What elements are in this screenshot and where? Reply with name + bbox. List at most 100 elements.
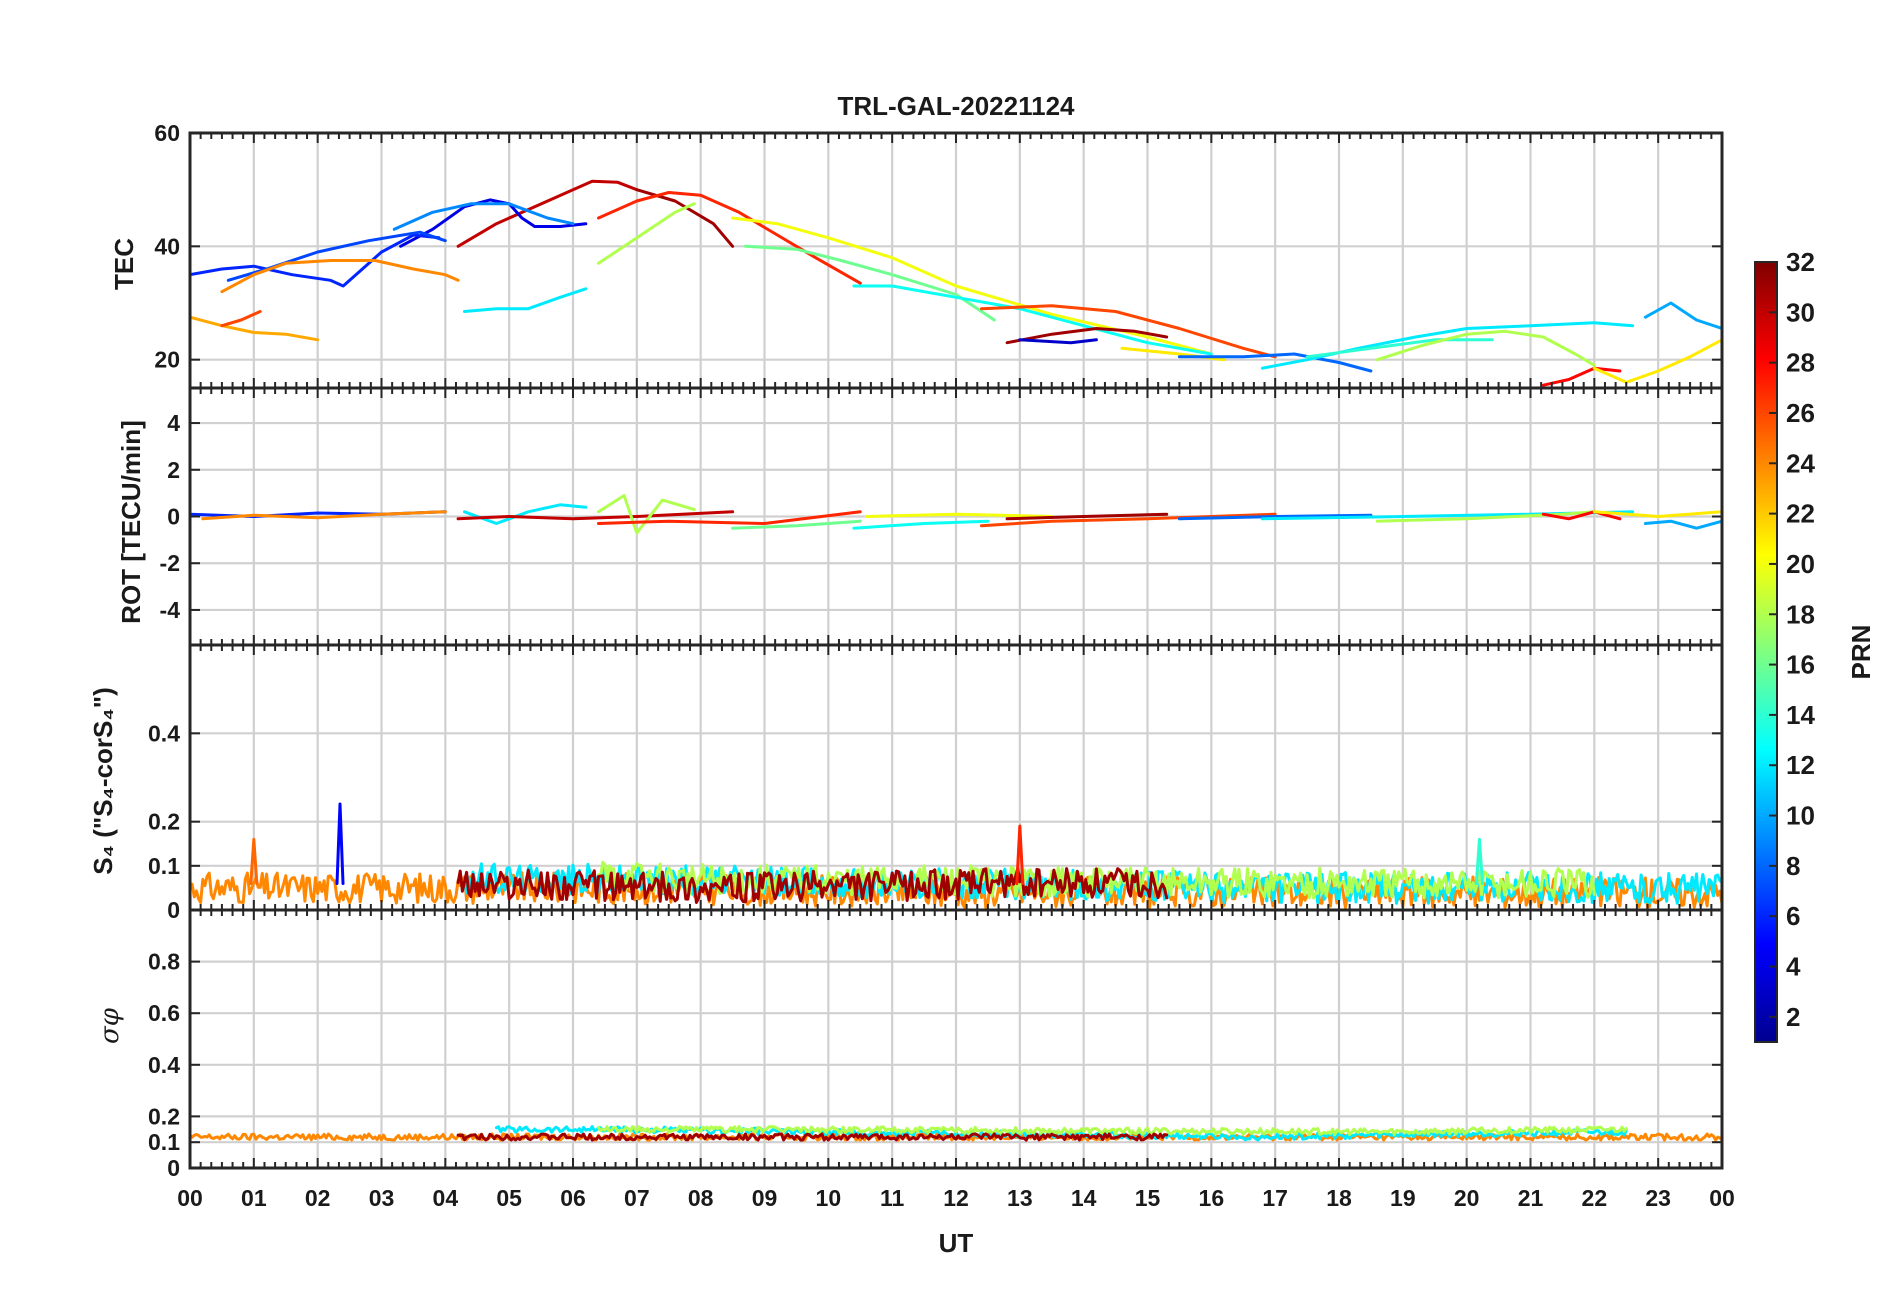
prn-trace bbox=[1375, 510, 1596, 523]
tec-panel: 20 40 60 bbox=[154, 120, 1724, 390]
y-tick-label: 2 bbox=[167, 457, 180, 483]
colorbar-tick-label: 6 bbox=[1786, 901, 1800, 931]
rot-panel: -4 -2 0 2 4 bbox=[160, 386, 1724, 647]
prn-trace bbox=[597, 860, 1596, 900]
x-tick-label: 08 bbox=[688, 1185, 714, 1211]
prn-trace bbox=[1260, 321, 1635, 370]
x-tick-label: 00 bbox=[1709, 1185, 1735, 1211]
prn-trace bbox=[597, 494, 696, 535]
x-tick-label: 03 bbox=[369, 1185, 395, 1211]
prn-trace bbox=[456, 510, 735, 521]
y-tick-label: 0.4 bbox=[148, 1052, 180, 1078]
colorbar-tick-label: 12 bbox=[1786, 750, 1815, 780]
colorbar-tick-label: 24 bbox=[1786, 448, 1815, 478]
colorbar-tick-label: 10 bbox=[1786, 801, 1815, 831]
prn-trace bbox=[1592, 510, 1722, 518]
tec-ylabel: TEC bbox=[109, 238, 139, 290]
y-tick-label: 0.4 bbox=[148, 720, 180, 746]
colorbar-tick-label: 32 bbox=[1786, 247, 1815, 277]
y-tick-label: -4 bbox=[160, 597, 181, 623]
x-tick-label: 14 bbox=[1071, 1185, 1097, 1211]
x-tick-label: 18 bbox=[1326, 1185, 1352, 1211]
y-tick-label: 60 bbox=[154, 120, 180, 146]
x-tick-label: 20 bbox=[1454, 1185, 1480, 1211]
x-tick-label: 23 bbox=[1645, 1185, 1671, 1211]
y-tick-label: 20 bbox=[154, 347, 180, 373]
y-tick-label: 0.1 bbox=[148, 853, 180, 879]
trace-group bbox=[190, 179, 1722, 387]
prn-trace bbox=[456, 867, 1169, 904]
y-tick-label: 0 bbox=[167, 504, 180, 530]
prn-trace bbox=[1541, 510, 1622, 521]
prn-trace bbox=[1177, 513, 1373, 521]
x-tick-label: 01 bbox=[241, 1185, 267, 1211]
prn-trace bbox=[1643, 301, 1722, 330]
prn-trace bbox=[456, 179, 639, 248]
prn-trace bbox=[1005, 512, 1169, 521]
x-tick-label: 13 bbox=[1007, 1185, 1033, 1211]
x-tick-label: 04 bbox=[433, 1185, 459, 1211]
x-tick-label: 00 bbox=[177, 1185, 203, 1211]
x-tick-label: 02 bbox=[305, 1185, 331, 1211]
x-tick-label: 10 bbox=[816, 1185, 842, 1211]
prn-trace bbox=[220, 259, 460, 294]
y-tick-label: 0.1 bbox=[148, 1129, 180, 1155]
trace-group bbox=[190, 494, 1722, 535]
x-tick-label: 07 bbox=[624, 1185, 650, 1211]
prn-trace bbox=[597, 202, 696, 265]
sigma-phi-ylabel: σφ bbox=[95, 1007, 125, 1044]
colorbar-tick-label: 20 bbox=[1786, 549, 1815, 579]
prn-trace bbox=[731, 216, 1213, 356]
s4-spike bbox=[335, 802, 345, 885]
y-tick-label: 0.6 bbox=[148, 1000, 180, 1026]
prn-trace bbox=[190, 233, 441, 288]
prn-trace bbox=[980, 512, 1277, 528]
prn-trace bbox=[392, 202, 575, 231]
colorbar-tick-label: 16 bbox=[1786, 650, 1815, 680]
colorbar-tick-label: 28 bbox=[1786, 348, 1815, 378]
figure-title: TRL-GAL-20221124 bbox=[838, 91, 1076, 121]
s4-ylabel: S₄ ("S₄-corS₄") bbox=[88, 687, 118, 875]
colorbar-tick-label: 4 bbox=[1786, 952, 1801, 982]
prn-trace bbox=[597, 510, 862, 525]
x-tick-label: 15 bbox=[1135, 1185, 1161, 1211]
colorbar-tick-label: 26 bbox=[1786, 398, 1815, 428]
s4-spike bbox=[249, 837, 259, 885]
x-tick-label: 17 bbox=[1262, 1185, 1288, 1211]
y-tick-label: 0.8 bbox=[148, 949, 180, 975]
prn-trace bbox=[1018, 338, 1098, 345]
y-tick-label: 0 bbox=[167, 897, 180, 923]
colorbar-tick-label: 30 bbox=[1786, 297, 1815, 327]
s4-spike bbox=[1474, 837, 1484, 885]
x-axis-label: UT bbox=[939, 1228, 974, 1258]
x-tick-label: 11 bbox=[880, 1185, 905, 1211]
y-tick-label: 4 bbox=[167, 410, 180, 436]
prn-trace bbox=[1305, 338, 1494, 359]
prn-trace bbox=[597, 1124, 1628, 1137]
colorbar-gradient bbox=[1754, 261, 1778, 1043]
s4-spike bbox=[1015, 824, 1025, 885]
prn-trace bbox=[865, 512, 1054, 518]
prn-trace bbox=[852, 284, 1213, 356]
x-axis-ticks: 00 01 02 03 04 05 06 07 08 09 10 11 12 13 14 15 16 17 18 19… bbox=[177, 1185, 1735, 1211]
prn-trace bbox=[463, 503, 588, 525]
colorbar-tick-label: 14 bbox=[1786, 700, 1815, 730]
x-tick-label: 09 bbox=[752, 1185, 778, 1211]
y-tick-label: -2 bbox=[160, 550, 180, 576]
x-tick-label: 22 bbox=[1582, 1185, 1608, 1211]
colorbar-tick-label: 8 bbox=[1786, 851, 1800, 881]
prn-trace bbox=[1541, 366, 1622, 387]
prn-trace bbox=[980, 304, 1277, 359]
x-tick-label: 05 bbox=[496, 1185, 522, 1211]
rot-ylabel: ROT [TECU/min] bbox=[116, 420, 146, 624]
x-tick-label: 19 bbox=[1390, 1185, 1416, 1211]
x-tick-label: 16 bbox=[1199, 1185, 1225, 1211]
x-tick-label: 06 bbox=[560, 1185, 586, 1211]
prn-trace bbox=[731, 519, 862, 530]
x-tick-label: 21 bbox=[1518, 1185, 1544, 1211]
prn-trace bbox=[852, 519, 990, 530]
x-tick-label: 12 bbox=[943, 1185, 969, 1211]
prn-trace bbox=[1005, 327, 1169, 345]
sigma-phi-panel: 00.10.2 0.4 0.6 0.8 bbox=[148, 908, 1724, 1181]
